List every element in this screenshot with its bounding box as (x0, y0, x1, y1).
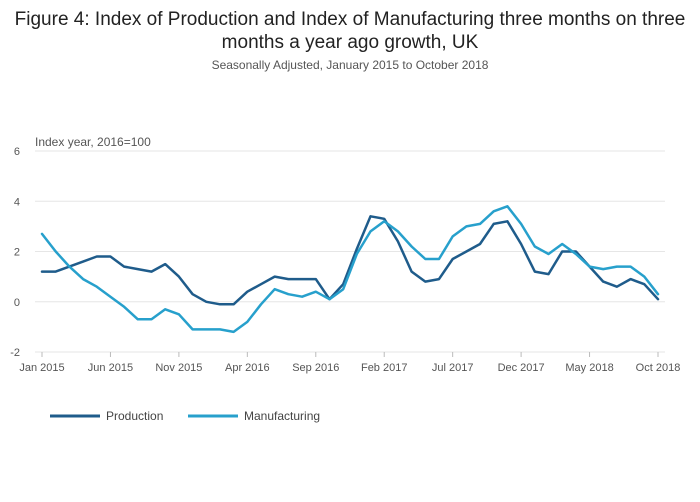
x-tick-label: Feb 2017 (361, 362, 407, 374)
series-line-manufacturing (40, 205, 660, 334)
series-line-production (40, 215, 660, 306)
legend: Production Manufacturing (50, 409, 320, 423)
legend-label: Manufacturing (244, 409, 320, 423)
x-tick-label: Jun 2015 (88, 362, 133, 374)
y-tick-label: 4 (14, 196, 20, 208)
chart-title: Figure 4: Index of Production and Index … (14, 9, 686, 53)
y-axis-ticks: 6 4 2 0 -2 (10, 146, 20, 359)
x-tick-label: Sep 2016 (292, 362, 339, 374)
series-lines (40, 205, 660, 334)
y-axis-label: Index year, 2016=100 (35, 135, 151, 149)
x-tick-label: Nov 2015 (155, 362, 202, 374)
y-tick-label: 0 (14, 297, 20, 309)
y-tick-label: 2 (14, 247, 20, 259)
gridlines (35, 150, 665, 353)
x-axis: Jan 2015 Jun 2015 Nov 2015 Apr 2016 Sep 2016… (19, 352, 680, 374)
chart-subtitle: Seasonally Adjusted, January 2015 to Oct… (211, 58, 489, 72)
x-tick-label: Jul 2017 (432, 362, 474, 374)
x-tick-label: Dec 2017 (498, 362, 545, 374)
x-tick-label: Jan 2015 (19, 362, 64, 374)
x-tick-label: May 2018 (565, 362, 613, 374)
y-tick-label: -2 (10, 347, 20, 359)
x-tick-label: Apr 2016 (225, 362, 270, 374)
x-tick-label: Oct 2018 (636, 362, 681, 374)
legend-label: Production (106, 409, 163, 423)
y-tick-label: 6 (14, 146, 20, 158)
